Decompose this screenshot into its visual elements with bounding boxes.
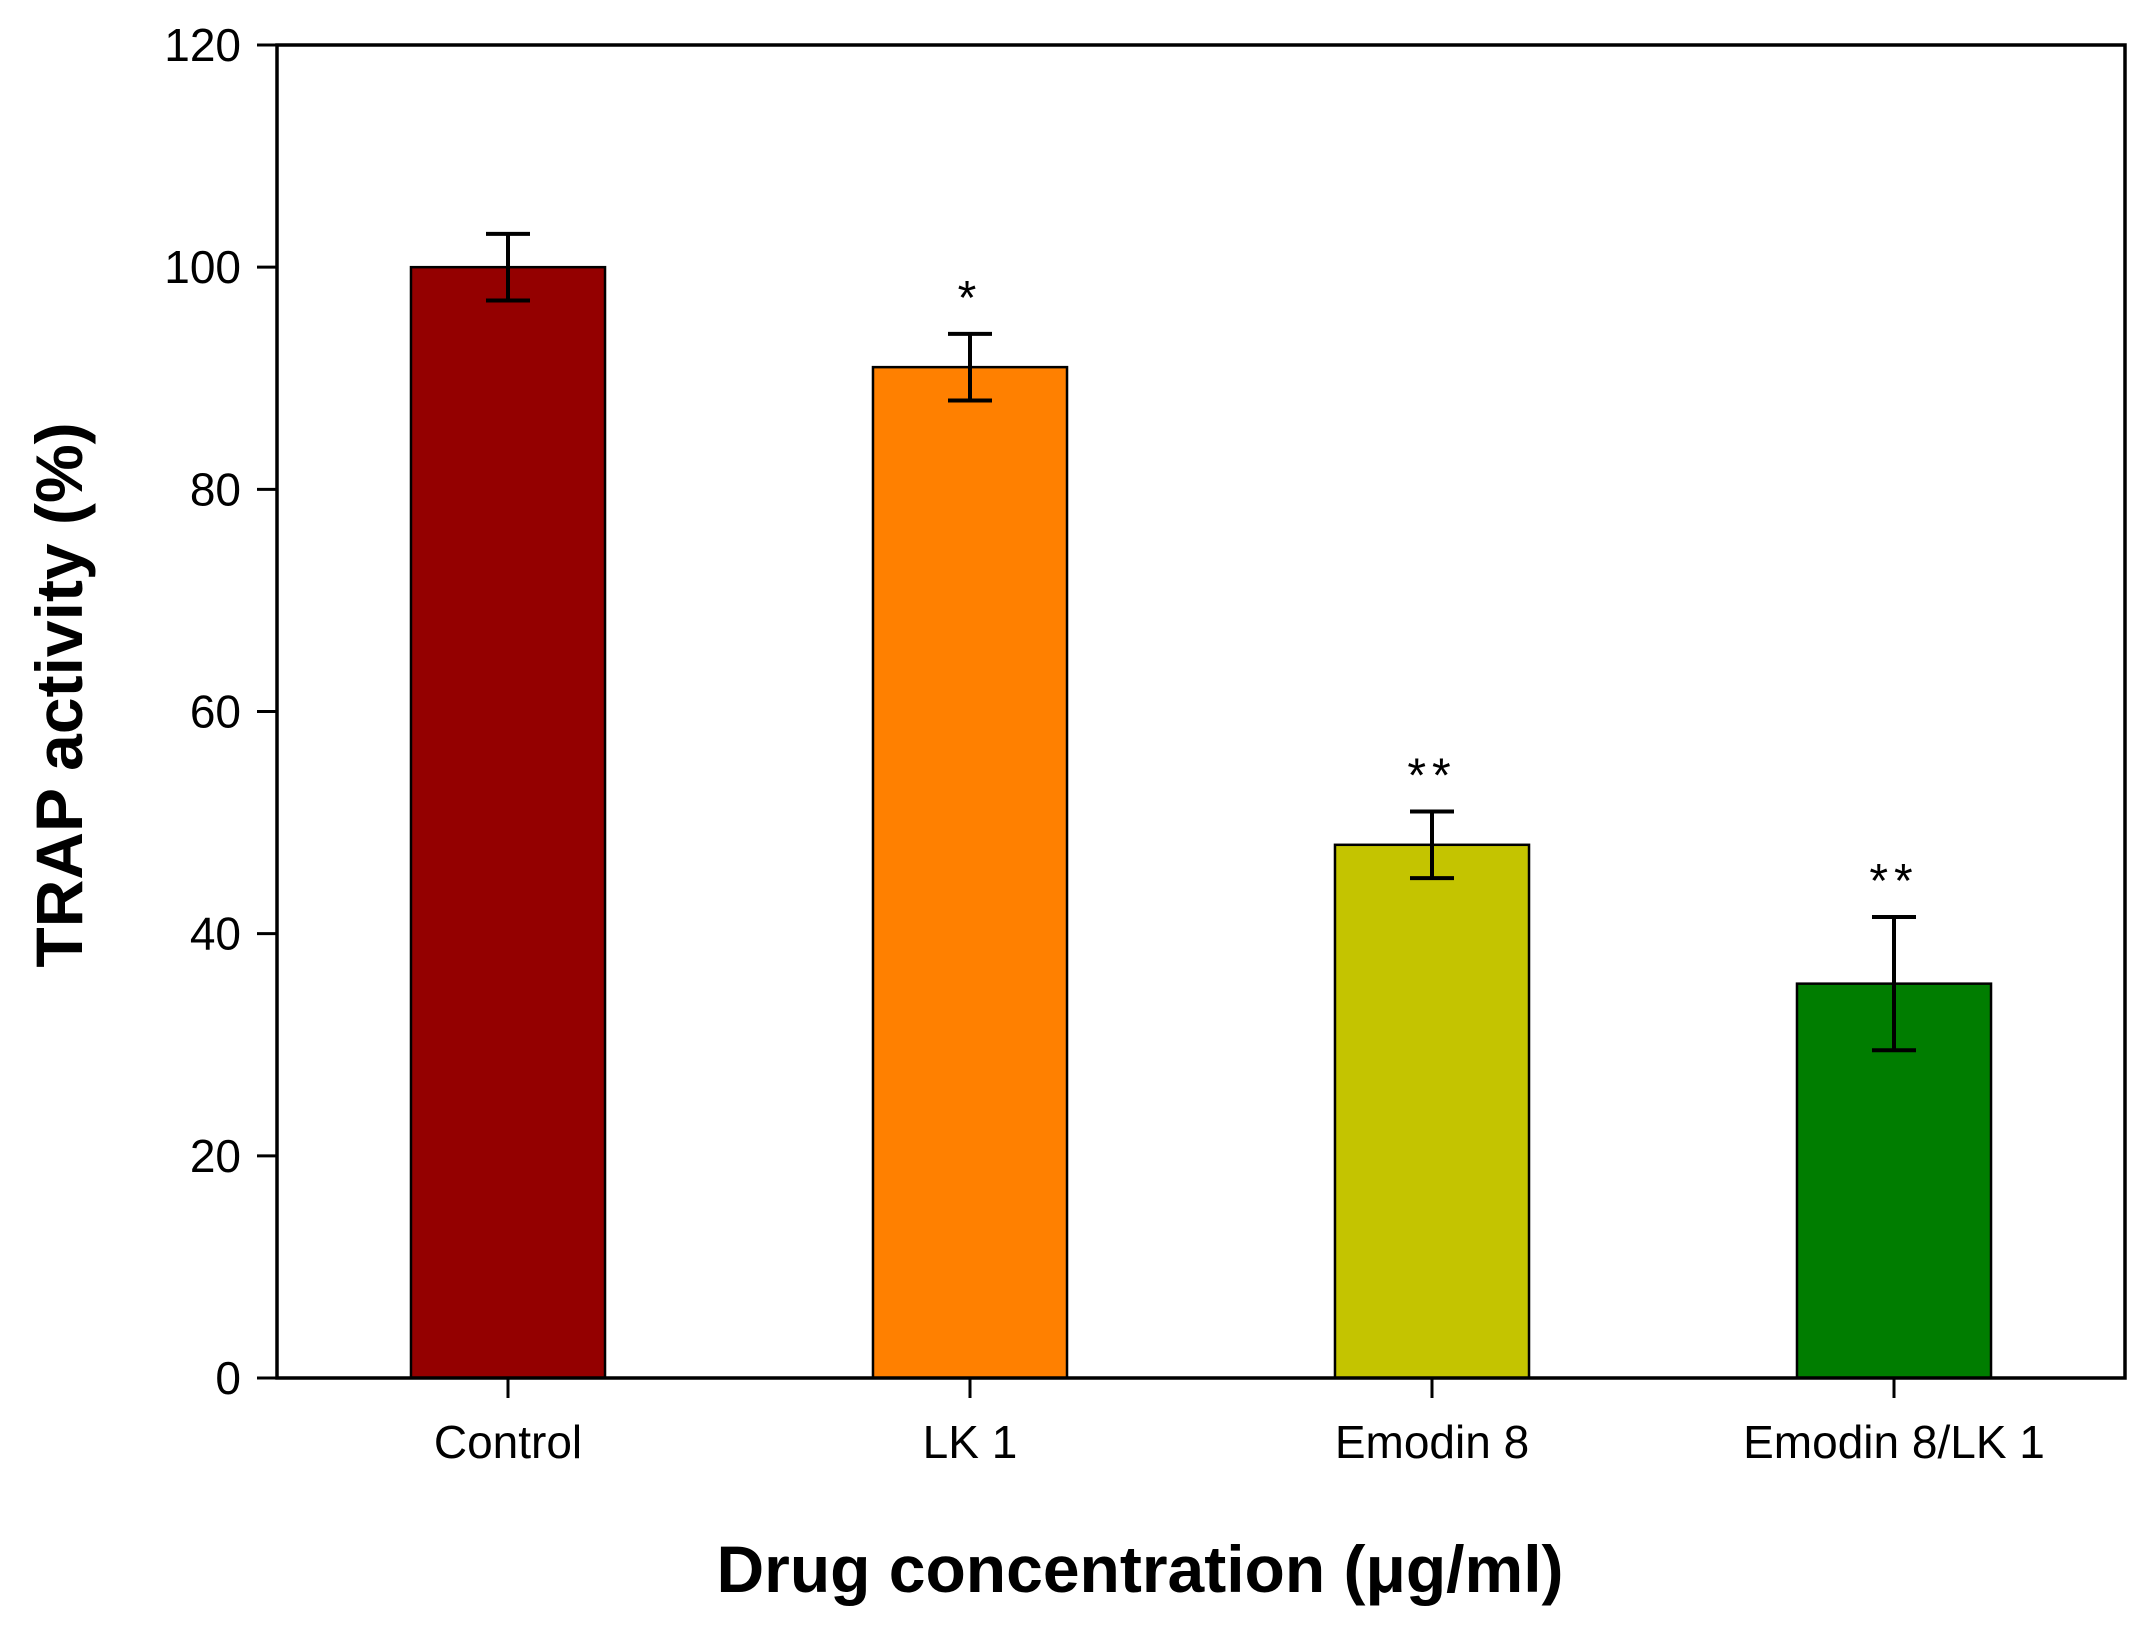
x-axis-title: Drug concentration (μg/ml) bbox=[716, 1532, 1563, 1606]
x-tick-label-2: Emodin 8 bbox=[1335, 1416, 1529, 1468]
significance-marker-2: ** bbox=[1407, 749, 1456, 802]
axes-layer bbox=[257, 43, 2127, 1398]
bars-layer bbox=[409, 265, 1993, 1380]
bar-0 bbox=[409, 265, 607, 1380]
y-tick-label-80: 80 bbox=[190, 463, 241, 515]
y-tick-label-20: 20 bbox=[190, 1130, 241, 1182]
x-tick-labels: Control LK 1 Emodin 8 Emodin 8/LK 1 bbox=[434, 1416, 2045, 1468]
y-tick-label-60: 60 bbox=[190, 686, 241, 738]
y-axis-title: TRAP activity (%) bbox=[22, 422, 96, 967]
y-tick-labels: 0 20 40 60 80 100 120 bbox=[164, 19, 241, 1404]
x-tick-label-1: LK 1 bbox=[923, 1416, 1018, 1468]
significance-marker-1: * bbox=[958, 272, 983, 325]
bar-2 bbox=[1333, 843, 1531, 1380]
significance-marker-3: ** bbox=[1869, 855, 1918, 908]
y-tick-label-40: 40 bbox=[190, 908, 241, 960]
significance-layer: ***** bbox=[958, 272, 1918, 908]
error-bar-1 bbox=[948, 331, 992, 403]
error-bars-layer bbox=[486, 231, 1916, 1053]
x-tick-label-3: Emodin 8/LK 1 bbox=[1743, 1416, 2045, 1468]
y-tick-label-100: 100 bbox=[164, 241, 241, 293]
x-tick-label-0: Control bbox=[434, 1416, 582, 1468]
error-bar-2 bbox=[1410, 809, 1454, 881]
y-tick-label-0: 0 bbox=[215, 1352, 241, 1404]
y-tick-label-120: 120 bbox=[164, 19, 241, 71]
error-bar-0 bbox=[486, 231, 530, 303]
error-bar-3 bbox=[1872, 915, 1916, 1053]
bar-1 bbox=[871, 365, 1069, 1380]
